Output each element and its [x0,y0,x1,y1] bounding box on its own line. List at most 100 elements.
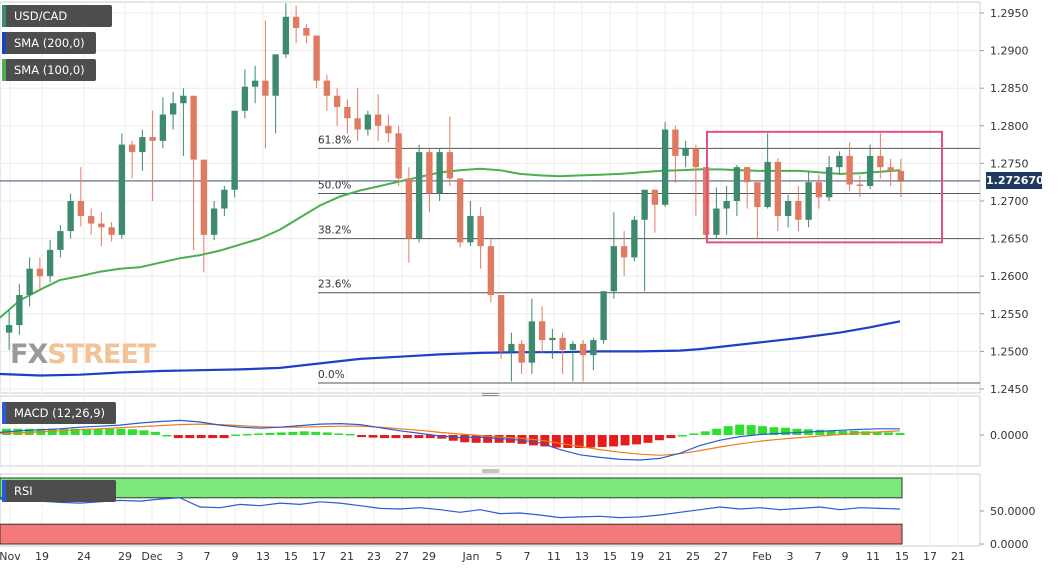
candle-body [497,295,505,352]
macd-histogram-bar [700,431,710,435]
macd-histogram-bar [219,435,229,439]
candle-body [856,184,864,186]
candle-body [149,137,156,141]
x-tick-label: 7 [524,550,531,563]
legend-sma100[interactable]: SMA (100,0) [2,59,96,81]
pair-swatch [2,5,6,27]
x-tick-label: 29 [118,550,132,563]
fib-level-label: 23.6% [318,279,351,291]
candle-body [713,208,720,235]
macd-histogram-bar [150,431,160,435]
macd-histogram-bar [574,435,584,448]
candle-body [661,129,669,205]
macd-y-tick-label: 0.0000 [990,429,1029,442]
candle-body [477,216,484,247]
y-tick-label: 1.2600 [990,270,1029,283]
macd-histogram-bar [47,428,57,435]
candle-body [518,343,525,363]
x-tick-label: 15 [895,550,909,563]
macd-histogram-bar [632,435,641,445]
fib-level-label: 38.2% [318,225,351,237]
candle-body [764,161,771,208]
candle-body [87,216,95,224]
legend-rsi[interactable]: RSI (14,70,30,1) [2,480,116,520]
macd-histogram-bar [609,435,619,447]
y-tick-label: 1.2450 [990,383,1029,396]
macd-histogram-bar [391,435,401,439]
fib-level-label: 0.0% [318,369,345,381]
x-tick-label: 15 [284,550,298,563]
macd-histogram-bar [196,435,206,439]
candle-body [631,219,638,258]
candle-body [46,249,54,277]
candle-body [385,125,392,134]
candle-body [426,152,433,194]
candle-body [836,155,843,168]
macd-line [0,419,900,461]
candle-body [16,295,23,326]
macd-histogram-bar [517,435,527,444]
legend-rsi-label: RSI (14,70,30,1) [14,484,86,520]
macd-histogram-bar [265,432,275,435]
candle-body [795,201,802,220]
candle-body [538,321,546,341]
legend-pair[interactable]: USD/CAD [2,5,112,27]
candle-body [620,246,628,258]
x-tick-label: 9 [232,550,239,563]
sma200-line [0,320,901,377]
candle-body [67,201,74,232]
candle-body [272,54,279,96]
candle-body [508,343,515,352]
macd-histogram-bar [173,435,183,439]
watermark-b: STREET [47,339,156,370]
candle-body [128,144,136,153]
candle-body [395,133,402,179]
legend-sma200[interactable]: SMA (200,0) [2,32,96,54]
x-tick-label: 13 [256,550,270,563]
macd-histogram-bar [311,431,321,435]
candle-body [754,182,761,208]
macd-histogram-bar [322,432,332,435]
legend-sma100-label: SMA (100,0) [14,63,85,77]
candle-body [98,223,105,228]
x-tick-label: 15 [603,550,617,563]
macd-histogram-bar [723,426,733,435]
candle-body [651,189,659,205]
candle-body [825,167,833,198]
macd-histogram-bar [13,428,23,435]
candle-body [600,291,607,341]
macd-histogram-bar [483,435,493,443]
candle-body [210,208,218,235]
y-tick-label: 1.2950 [990,7,1029,20]
candle-body [36,268,44,277]
macd-histogram-bar [185,435,195,439]
candle-body [887,167,894,171]
consolidation-box [706,130,943,244]
macd-histogram-bar [128,429,137,435]
macd-histogram-bar [551,435,561,448]
candle-body [692,148,700,168]
macd-histogram-bar [116,428,126,435]
macd-histogram-bar [231,434,241,436]
macd-histogram-bar [689,433,699,435]
candle-body [333,95,341,107]
fib-level-label: 50.0% [318,179,351,191]
x-tick-label: 21 [658,550,672,563]
x-tick-label: 9 [842,550,849,563]
x-tick-label: 3 [787,550,794,563]
candle-body [77,201,85,217]
legend-pair-label: USD/CAD [14,9,68,23]
x-tick-label: 25 [686,550,700,563]
candle-body [108,227,115,235]
macd-histogram-bar [82,428,92,435]
candle-body [139,137,146,153]
candle-body [897,170,905,181]
macd-histogram-bar [643,435,653,443]
candle-body [303,28,310,36]
candle-body [784,201,792,217]
macd-histogram-bar [815,429,825,435]
macd-histogram-bar [872,431,882,435]
candle-body [364,114,372,130]
legend-macd[interactable]: MACD (12,26,9) [2,402,116,424]
